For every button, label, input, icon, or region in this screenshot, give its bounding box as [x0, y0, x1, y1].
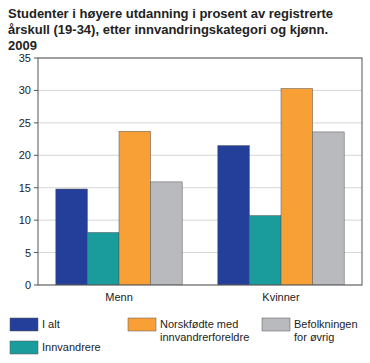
legend-swatch — [10, 318, 38, 331]
tick-mark — [34, 187, 38, 188]
tick-mark — [34, 90, 38, 91]
bar — [281, 88, 313, 285]
tick-mark — [34, 122, 38, 123]
category-label: Menn — [105, 291, 133, 303]
tick-label: 20 — [19, 149, 31, 161]
bar — [87, 232, 119, 285]
tick-mark — [34, 285, 38, 286]
plot-frame — [38, 58, 362, 285]
grid-line — [38, 90, 362, 91]
tick-mark — [34, 252, 38, 253]
category-label: Kvinner — [262, 291, 300, 303]
tick-label: 0 — [25, 279, 31, 291]
legend-label: Innvandrere — [42, 341, 101, 353]
legend-label: Befolkningenfor øvrig — [294, 318, 358, 343]
chart: Studenter i høyere utdanning i prosent a… — [0, 0, 370, 363]
bar — [151, 182, 183, 285]
tick-label: 10 — [19, 214, 31, 226]
legend-swatch — [128, 318, 156, 331]
title: Studenter i høyere utdanning i prosent a… — [8, 6, 333, 53]
bar — [249, 216, 281, 285]
tick-label: 30 — [19, 84, 31, 96]
tick-label: 5 — [25, 247, 31, 259]
legend-label: I alt — [42, 318, 60, 330]
bar — [313, 132, 345, 285]
legend-swatch — [10, 341, 38, 354]
tick-label: 35 — [19, 52, 31, 64]
grid-line — [38, 122, 362, 123]
bar — [119, 131, 151, 285]
tick-label: 25 — [19, 117, 31, 129]
tick-label: 15 — [19, 182, 31, 194]
bar — [56, 189, 88, 285]
legend-swatch — [262, 318, 290, 331]
tick-mark — [34, 58, 38, 59]
bar — [218, 146, 250, 285]
bars — [56, 88, 344, 285]
legend-label: Norskfødte medinnvandrerforeldre — [160, 318, 249, 343]
tick-mark — [34, 155, 38, 156]
tick-mark — [34, 220, 38, 221]
